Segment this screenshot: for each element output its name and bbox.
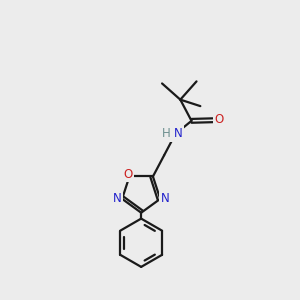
Text: N: N <box>174 127 183 140</box>
Text: O: O <box>123 168 133 181</box>
Text: O: O <box>214 113 224 126</box>
Text: N: N <box>161 192 170 206</box>
Text: N: N <box>112 192 121 206</box>
Text: H: H <box>162 127 171 140</box>
